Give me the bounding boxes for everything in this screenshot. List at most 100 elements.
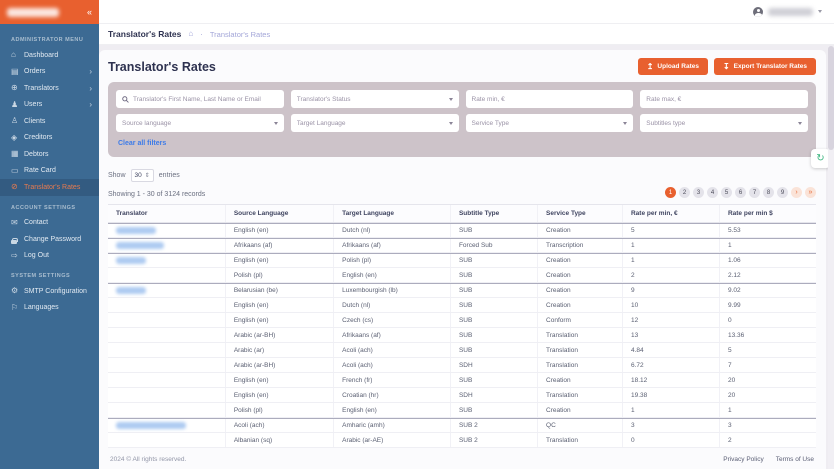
orders-icon: ▤	[11, 66, 19, 76]
sidebar-item-change-password[interactable]: Change Password	[0, 231, 99, 248]
sidebar-item-orders[interactable]: ▤ Orders ›	[0, 64, 99, 81]
sidebar-item-smtp-configuration[interactable]: ⚙ SMTP Configuration	[0, 283, 99, 300]
subtitle-type-cell: SUB	[449, 254, 537, 267]
page-button-8[interactable]: 8	[763, 187, 774, 198]
rate-usd-cell: 7	[718, 358, 816, 372]
sidebar-item-label: Log Out	[24, 252, 49, 260]
table-row: English (en) Polish (pl) SUB Creation 1 1.06	[108, 253, 816, 268]
page-button-9[interactable]: 9	[777, 187, 788, 198]
rate-eur-cell: 9	[621, 284, 719, 297]
sidebar-item-label: Clients	[24, 117, 46, 125]
column-header-rate-per-min: Rate per min, €	[621, 205, 719, 222]
filter-panel: Translator's First Name, Last Name or Em…	[108, 82, 816, 157]
sidebar-collapse-icon[interactable]: «	[86, 6, 92, 17]
sidebar-item-debtors[interactable]: ▦ Debtors	[0, 146, 99, 163]
clear-all-filters-link[interactable]: Clear all filters	[118, 140, 167, 147]
sidebar-item-clients[interactable]: ♙ Clients	[0, 113, 99, 130]
rate-usd-cell: 9.02	[718, 284, 816, 297]
rate-usd-cell: 1	[718, 403, 816, 417]
translator-name-redacted[interactable]	[116, 422, 186, 429]
clients-icon: ♙	[11, 116, 19, 126]
sidebar-item-translators[interactable]: ⊕ Translators ›	[0, 80, 99, 97]
source-language-cell: Polish (pl)	[224, 268, 333, 282]
sidebar-item-creditors[interactable]: ◈ Creditors	[0, 130, 99, 147]
filter-status-select[interactable]: Translator's Status	[290, 90, 459, 108]
rate-usd-cell: 9.99	[718, 298, 816, 312]
export-translator-rates-button[interactable]: ↧ Export Translator Rates	[713, 58, 816, 75]
table-row: Arabic (ar-BH) Acoli (ach) SDH Translation 6…	[108, 358, 816, 373]
chevron-down-icon[interactable]	[818, 10, 822, 13]
breadcrumb-crumb[interactable]: Translator's Rates	[209, 29, 271, 39]
translator-cell	[108, 254, 225, 267]
filter-subtitles-type-select[interactable]: Subtitles type	[640, 114, 808, 132]
target-language-cell: Afrikaans (af)	[333, 328, 450, 342]
rates-table: Translator Source Language Target Language…	[108, 204, 816, 448]
filter-rate-min-input[interactable]: Rate min, €	[465, 90, 634, 108]
upload-rates-button[interactable]: ↥ Upload Rates	[637, 58, 708, 75]
page-button-3[interactable]: 3	[693, 187, 704, 198]
user-name-redacted[interactable]	[768, 7, 813, 16]
page-button-2[interactable]: 2	[679, 187, 690, 198]
search-icon	[122, 90, 129, 108]
table-row: Afrikaans (af) Afrikaans (af) Forced Sub Tr…	[108, 238, 816, 253]
source-language-cell: Arabic (ar-BH)	[224, 358, 333, 372]
filter-search-input[interactable]: Translator's First Name, Last Name or Em…	[116, 90, 284, 108]
last-page-button[interactable]: »	[805, 187, 816, 198]
entries-select[interactable]: 30 ⇕	[130, 169, 154, 182]
footer: 2024 © All rights reserved. Privacy Poli…	[108, 449, 816, 469]
terms-of-use-link[interactable]: Terms of Use	[775, 455, 814, 463]
sidebar-item-contact[interactable]: ✉ Contact	[0, 215, 99, 232]
sidebar-item-label: Rate Card	[24, 167, 56, 175]
sidebar-item-label: Users	[24, 101, 43, 109]
languages-icon: ⚐	[11, 302, 19, 312]
chevron-down-icon	[798, 121, 802, 125]
home-icon[interactable]: ⌂	[188, 29, 194, 38]
translator-cell	[108, 419, 225, 432]
rate-eur-cell: 19.38	[621, 388, 719, 402]
translator-cell	[108, 433, 225, 447]
page-button-5[interactable]: 5	[721, 187, 732, 198]
subtitle-type-cell: SUB	[449, 284, 537, 297]
filter-source-language-select[interactable]: Source language	[116, 114, 284, 132]
table-row: Acoli (ach) Amharic (amh) SUB 2 QC 3 3	[108, 418, 816, 433]
page-button-4[interactable]: 4	[707, 187, 718, 198]
rate-usd-cell: 20	[718, 388, 816, 402]
scrollbar-track[interactable]	[828, 46, 834, 469]
target-language-cell: Amharic (amh)	[333, 419, 450, 432]
sidebar-item-translator-s-rates[interactable]: ⊘ Translator's Rates	[0, 179, 99, 196]
scrollbar-thumb[interactable]	[828, 46, 834, 150]
translator-name-redacted[interactable]	[116, 227, 156, 234]
user-avatar[interactable]	[753, 6, 763, 17]
page-button-7[interactable]: 7	[749, 187, 760, 198]
filter-rate-max-input[interactable]: Rate max, €	[640, 90, 808, 108]
sidebar-item-users[interactable]: ♟ Users ›	[0, 97, 99, 114]
sidebar-item-log-out[interactable]: ⇨ Log Out	[0, 248, 99, 265]
translator-name-redacted[interactable]	[116, 257, 146, 264]
filter-service-type-select[interactable]: Service Type	[465, 114, 634, 132]
translator-name-redacted[interactable]	[116, 287, 146, 294]
floating-widget[interactable]: ↻	[811, 149, 830, 168]
sidebar-item-dashboard[interactable]: ⌂ Dashboard	[0, 47, 99, 64]
source-language-cell: Arabic (ar)	[224, 343, 333, 357]
target-language-cell: Afrikaans (af)	[333, 239, 450, 252]
rate-eur-cell: 2	[621, 268, 719, 282]
rate-usd-cell: 2.12	[718, 268, 816, 282]
filter-target-language-select[interactable]: Target Language	[290, 114, 459, 132]
privacy-policy-link[interactable]: Privacy Policy	[723, 455, 764, 463]
next-page-button[interactable]: ›	[791, 187, 802, 198]
copyright-text: 2024 © All rights reserved.	[110, 455, 187, 463]
translator-cell	[108, 403, 225, 417]
service-type-cell: Creation	[537, 224, 622, 237]
translator-name-redacted[interactable]	[116, 242, 164, 249]
page-button-1[interactable]: 1	[665, 187, 676, 198]
download-icon: ↧	[722, 61, 730, 71]
filter-placeholder: Rate min, €	[471, 95, 505, 103]
sidebar-item-languages[interactable]: ⚐ Languages	[0, 300, 99, 317]
page-button-6[interactable]: 6	[735, 187, 746, 198]
sidebar-item-rate-card[interactable]: ▭ Rate Card	[0, 163, 99, 180]
translator-cell	[108, 313, 225, 327]
table-row: Albanian (sq) Arabic (ar-AE) SUB 2 Translat…	[108, 433, 816, 448]
page-title: Translator's Rates	[108, 59, 216, 74]
app-logo	[7, 7, 59, 17]
filter-placeholder: Rate max, €	[646, 95, 682, 103]
